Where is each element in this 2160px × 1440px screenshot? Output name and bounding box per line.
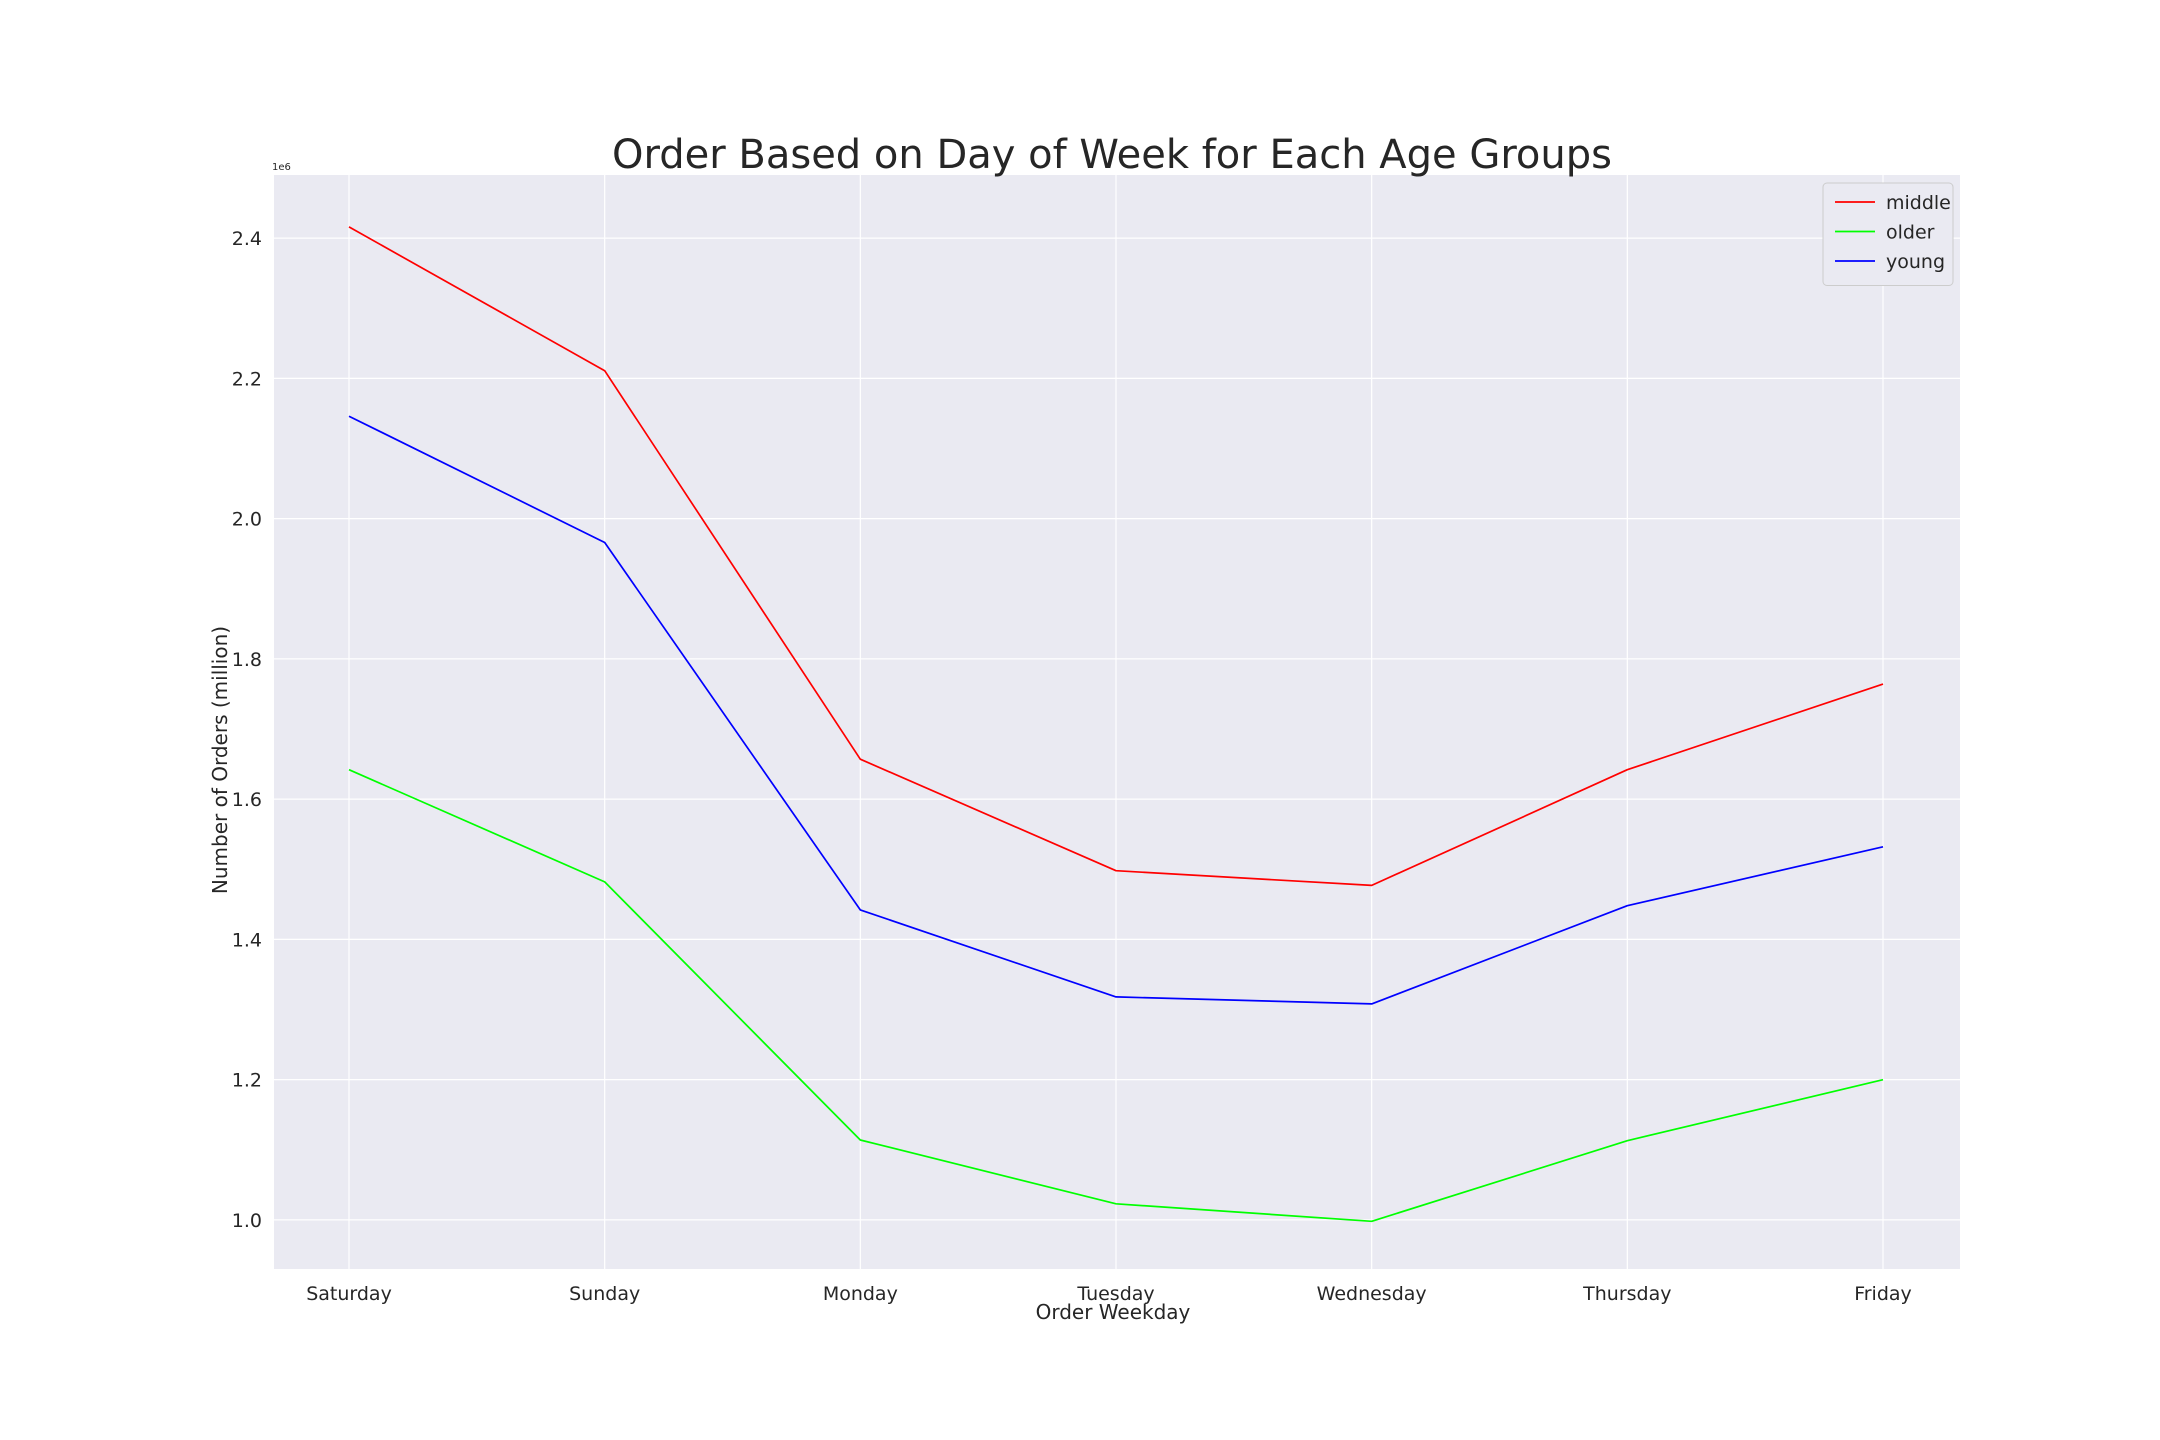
chart-title: Order Based on Day of Week for Each Age …: [612, 132, 1612, 178]
legend-box: [1822, 182, 1954, 286]
series-line-older: [348, 768, 1884, 1223]
axis-ticks: Saturday Sunday Monday Tuesday Wednesday Thur…: [232, 228, 1912, 1305]
x-tick-label: Saturday: [306, 1283, 392, 1305]
series-line-young: [348, 415, 1884, 1005]
legend-label-older: older: [1886, 222, 1935, 244]
x-axis-label: Order Weekday: [1036, 1300, 1191, 1324]
y-tick-label: 1.6: [232, 789, 262, 811]
y-tick-label: 1.4: [232, 929, 262, 951]
series-line-middle: [348, 226, 1884, 887]
y-tick-label: 2.2: [232, 368, 262, 390]
legend-label-young: young: [1886, 251, 1945, 273]
grid-lines: [274, 175, 1960, 1269]
x-tick-label: Wednesday: [1317, 1283, 1427, 1305]
x-tick-label: Thursday: [1582, 1283, 1671, 1305]
legend-label-middle: middle: [1886, 192, 1951, 214]
x-tick-label: Tuesday: [1076, 1283, 1154, 1305]
y-tick-label: 1.2: [232, 1070, 262, 1092]
x-tick-label: Monday: [823, 1283, 898, 1305]
y-tick-label: 2.4: [232, 228, 262, 250]
x-tick-label: Friday: [1854, 1283, 1912, 1305]
plot-area: [274, 175, 1960, 1269]
y-axis-label: Number of Orders (million): [208, 626, 232, 894]
y-tick-label: 2.0: [232, 509, 262, 531]
series-lines: [348, 226, 1884, 1223]
y-axis-offset-label: 1e6: [272, 162, 291, 173]
x-tick-label: Sunday: [569, 1283, 640, 1305]
y-tick-label: 1.0: [232, 1210, 262, 1232]
y-tick-label: 1.8: [232, 649, 262, 671]
legend: middle older young: [1822, 182, 1954, 286]
